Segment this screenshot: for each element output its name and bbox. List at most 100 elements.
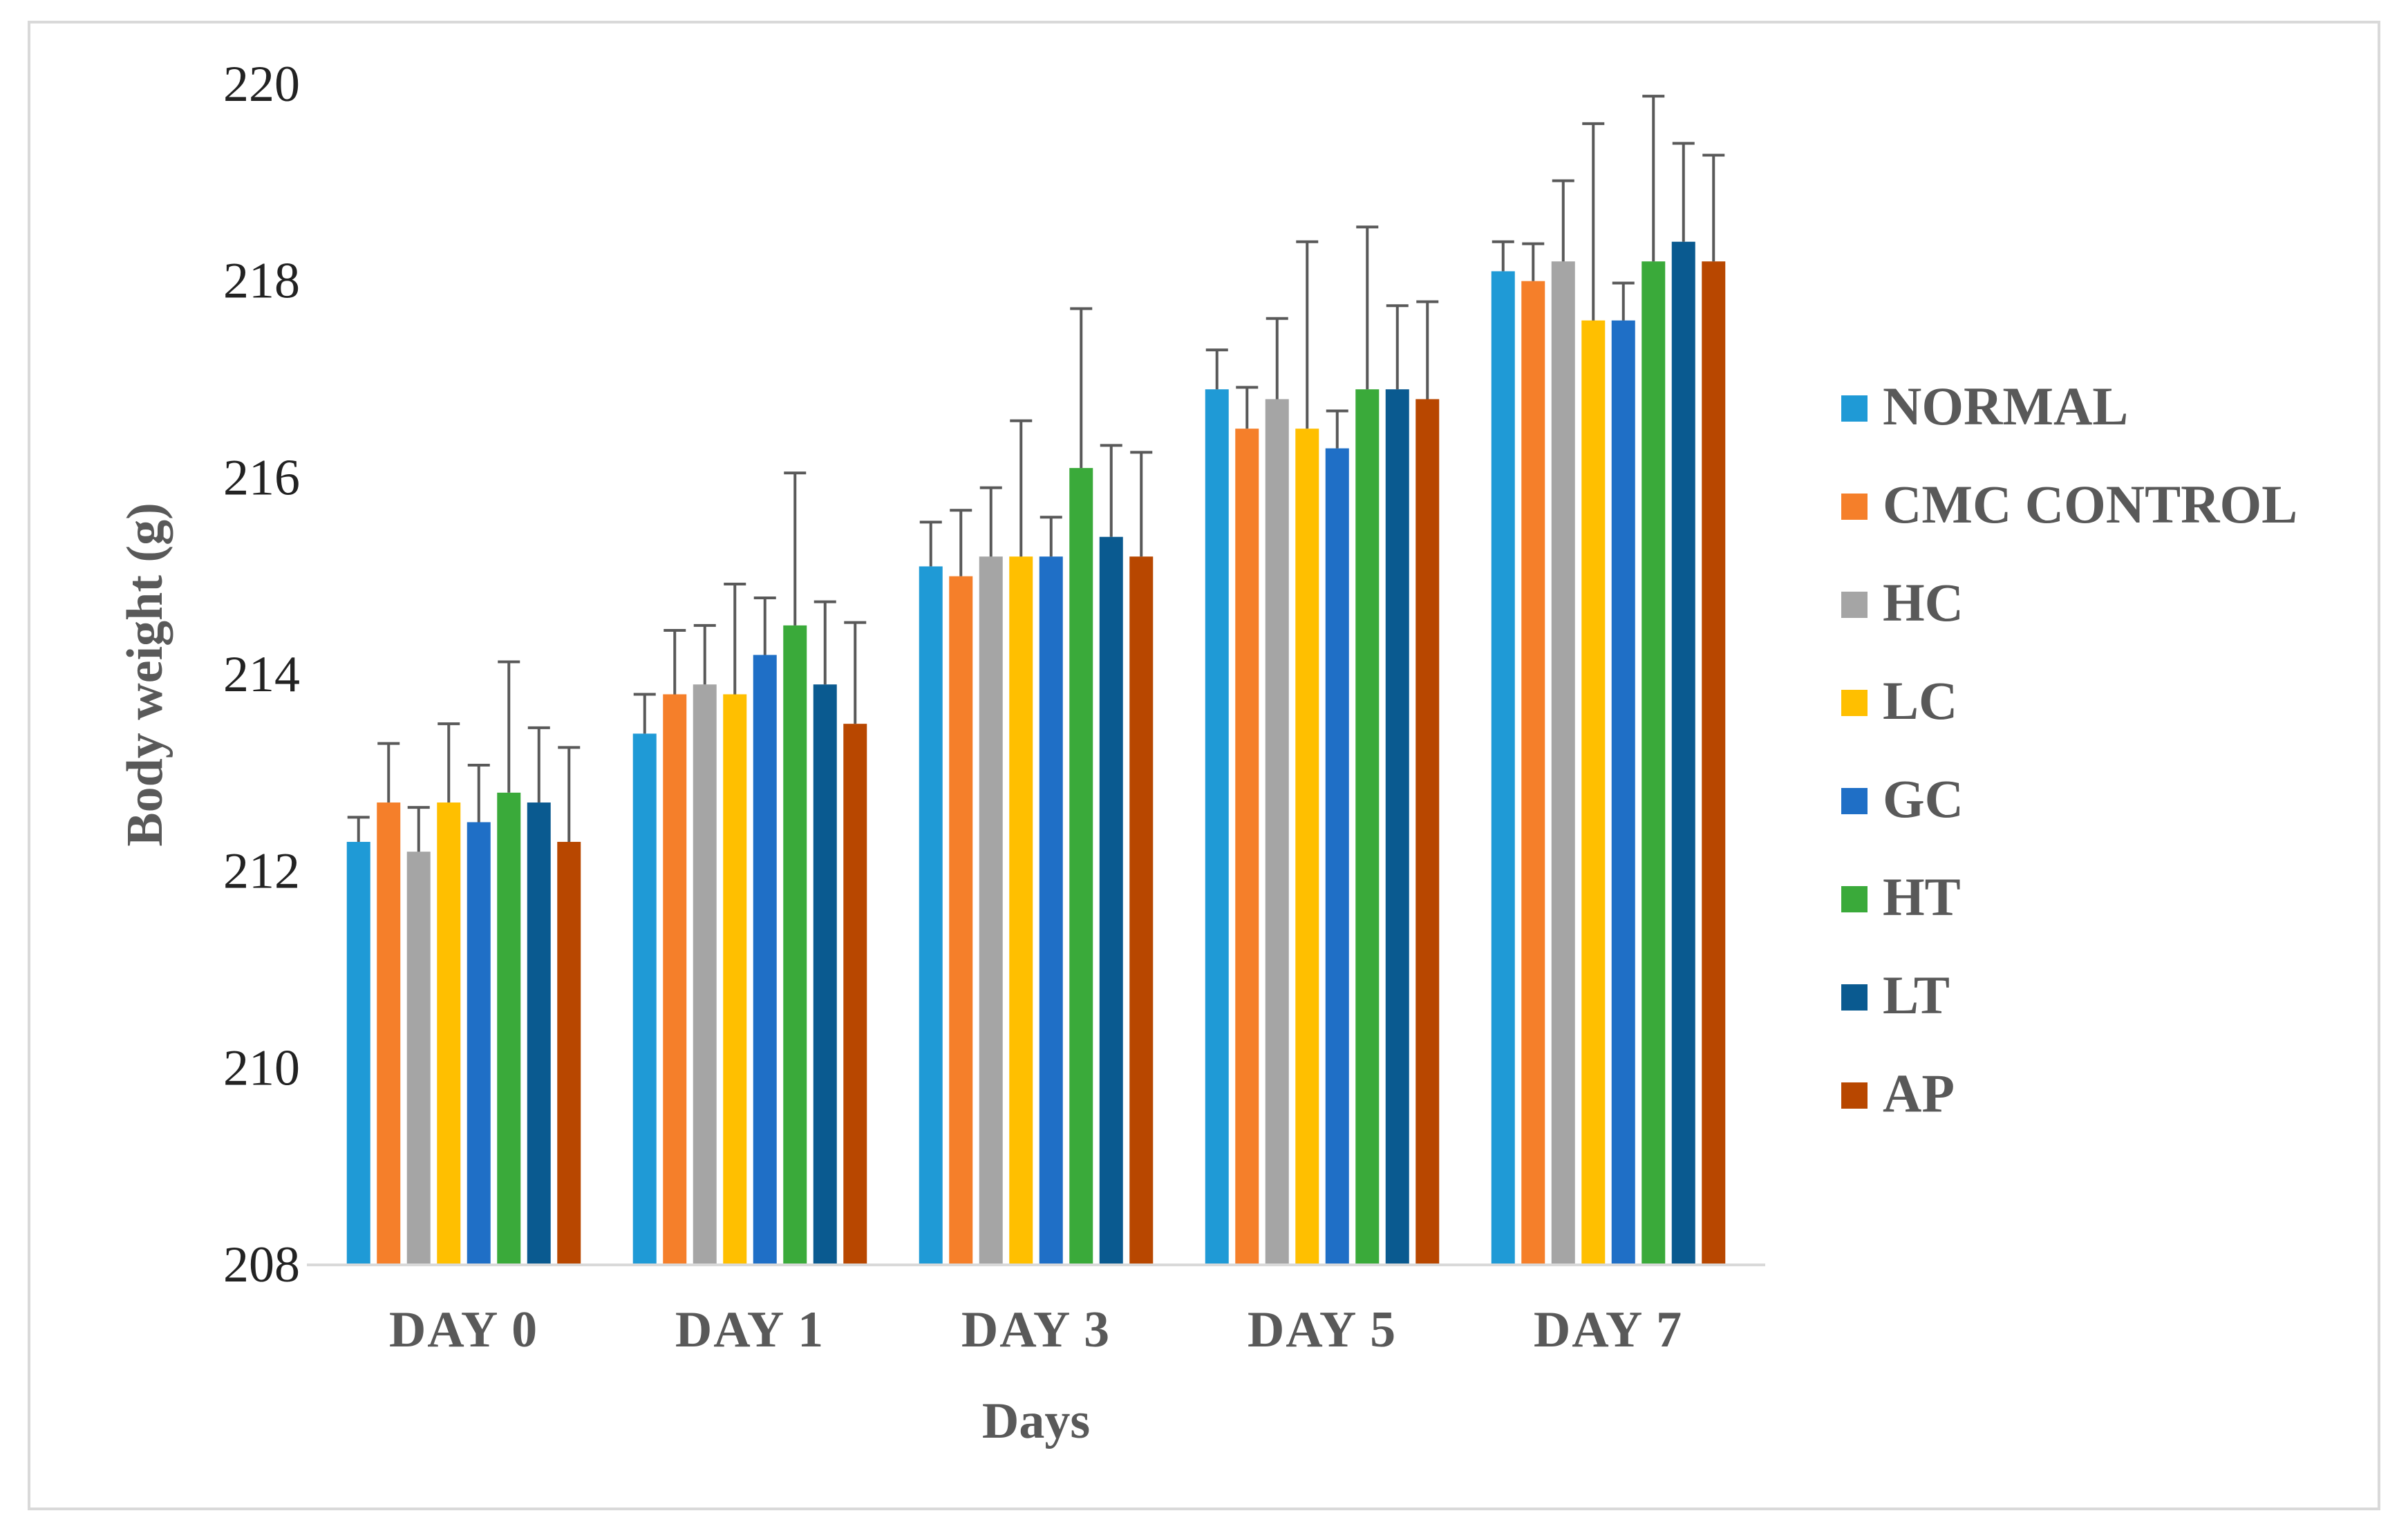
bar-lc-day-7 — [1581, 320, 1606, 1266]
bar-ht-day-1 — [783, 625, 807, 1265]
bar-hc-day-0 — [406, 852, 431, 1265]
legend-label: AP — [1883, 1063, 1955, 1123]
bar-normal-day-1 — [632, 733, 657, 1265]
y-tick-label: 210 — [223, 1040, 300, 1096]
bar-lc-day-1 — [723, 694, 747, 1265]
error-bar — [633, 693, 656, 734]
bar-normal-day-5 — [1205, 389, 1229, 1265]
error-bar — [753, 596, 776, 655]
error-bar — [1356, 225, 1379, 390]
bar-cmc-control-day-1 — [663, 694, 687, 1265]
legend-label: HC — [1883, 572, 1964, 632]
error-bar — [784, 471, 807, 626]
error-bar — [1386, 304, 1409, 390]
legend-item-hc: HC — [1841, 572, 1964, 632]
bar-lt-day-7 — [1671, 241, 1695, 1265]
legend: NORMAL CMC CONTROL HC LC GC HT LT AP — [1841, 376, 2297, 1123]
x-category-label: DAY 7 — [1534, 1302, 1683, 1358]
legend-label: GC — [1883, 769, 1964, 829]
error-bar — [438, 722, 460, 803]
bar-cmc-control-day-7 — [1521, 281, 1545, 1266]
x-category-label: DAY 1 — [675, 1302, 825, 1358]
y-tick-label: 214 — [223, 646, 300, 703]
bar-ap-day-0 — [557, 841, 581, 1265]
legend-item-ap: AP — [1841, 1063, 1955, 1123]
legend-swatch — [1841, 886, 1868, 912]
error-bar — [467, 763, 490, 823]
error-bar — [527, 726, 550, 803]
x-category-label: DAY 5 — [1248, 1302, 1397, 1358]
bar-lc-day-0 — [437, 802, 461, 1265]
bar-lt-day-5 — [1385, 389, 1409, 1265]
x-category-label: DAY 0 — [389, 1302, 538, 1358]
error-bar — [724, 583, 746, 695]
legend-item-gc: GC — [1841, 769, 1964, 829]
error-bar — [1552, 179, 1574, 262]
bar-ap-day-1 — [843, 724, 867, 1265]
error-bar — [950, 509, 972, 576]
error-bar — [979, 486, 1002, 557]
error-bar — [813, 600, 836, 685]
error-bar — [1416, 300, 1439, 400]
legend-label: LT — [1883, 965, 1950, 1025]
bar-ht-day-5 — [1355, 389, 1380, 1265]
y-tick-label: 208 — [223, 1237, 300, 1293]
legend-item-cmc-control: CMC CONTROL — [1841, 474, 2297, 534]
error-bar — [347, 816, 370, 842]
bar-hc-day-5 — [1265, 399, 1289, 1265]
error-bars-layer — [347, 95, 1725, 852]
bars-layer — [346, 241, 1726, 1266]
error-bar — [1672, 142, 1695, 242]
y-tick-label: 218 — [223, 253, 300, 310]
bar-cmc-control-day-0 — [377, 802, 401, 1265]
error-bar — [1010, 419, 1033, 557]
error-bar — [558, 746, 581, 842]
bar-cmc-control-day-5 — [1235, 429, 1259, 1265]
legend-swatch — [1841, 494, 1868, 520]
x-axis-categories: DAY 0 DAY 1 DAY 3 DAY 5 DAY 7 — [389, 1302, 1683, 1358]
error-bar — [1296, 240, 1319, 429]
bar-hc-day-7 — [1551, 261, 1575, 1266]
error-bar — [1266, 317, 1288, 400]
error-bar — [1070, 307, 1093, 469]
error-bar — [1702, 153, 1725, 262]
error-bar — [1522, 242, 1545, 281]
y-axis-ticks: 208 210 212 214 216 218 220 — [223, 56, 300, 1293]
bar-ap-day-7 — [1702, 261, 1726, 1266]
legend-swatch — [1841, 1082, 1868, 1109]
error-bar — [1040, 516, 1062, 557]
chart-frame: 208 210 212 214 216 218 220 DAY 0 DAY 1 DAY 3 DAY… — [28, 21, 2380, 1510]
bar-gc-day-5 — [1325, 448, 1349, 1266]
error-bar — [693, 623, 716, 685]
error-bar — [377, 742, 400, 803]
error-bar — [1642, 95, 1665, 262]
error-bar — [1582, 122, 1605, 321]
error-bar — [1236, 386, 1259, 429]
error-bar — [407, 806, 430, 852]
error-bar — [1492, 240, 1514, 272]
bar-hc-day-3 — [979, 556, 1003, 1266]
bar-cmc-control-day-3 — [949, 576, 973, 1265]
legend-swatch — [1841, 592, 1868, 618]
bar-lc-day-5 — [1295, 429, 1319, 1265]
error-bar — [844, 621, 867, 724]
legend-swatch — [1841, 984, 1868, 1011]
legend-swatch — [1841, 690, 1868, 716]
bar-normal-day-7 — [1491, 271, 1515, 1265]
bar-ap-day-3 — [1129, 556, 1154, 1266]
legend-label: CMC CONTROL — [1883, 474, 2297, 534]
legend-item-ht: HT — [1841, 867, 1961, 927]
bar-gc-day-0 — [467, 822, 491, 1265]
x-axis-title: Days — [982, 1393, 1090, 1449]
y-tick-label: 212 — [223, 843, 300, 900]
error-bar — [1326, 409, 1348, 449]
error-bar — [664, 628, 686, 695]
bar-gc-day-3 — [1039, 556, 1063, 1266]
bar-ap-day-5 — [1415, 399, 1440, 1265]
bar-lt-day-3 — [1099, 536, 1123, 1265]
error-bar — [919, 520, 942, 567]
bar-lt-day-0 — [527, 802, 551, 1265]
legend-label: HT — [1883, 867, 1961, 927]
bar-lc-day-3 — [1009, 556, 1033, 1266]
y-tick-label: 220 — [223, 56, 300, 113]
